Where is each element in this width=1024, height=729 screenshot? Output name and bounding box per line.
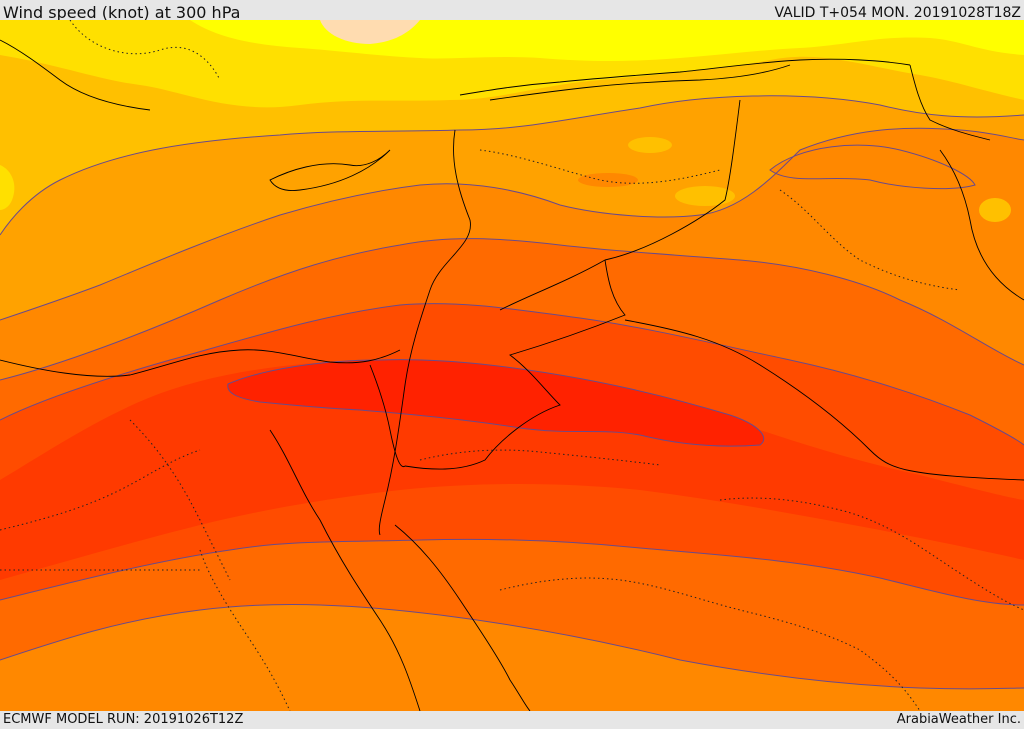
contour-lines bbox=[0, 95, 1024, 690]
country-borders bbox=[369, 64, 1024, 481]
footer-bar: ECMWF MODEL RUN: 20191026T12Z ArabiaWeat… bbox=[0, 711, 1024, 729]
model-run: ECMWF MODEL RUN: 20191026T12Z bbox=[3, 712, 244, 727]
wind-speed-map bbox=[0, 20, 1024, 711]
patch-east-2 bbox=[628, 137, 672, 153]
patch-east-7 bbox=[803, 224, 827, 236]
province-borders bbox=[0, 20, 1024, 711]
map-title: Wind speed (knot) at 300 hPa bbox=[3, 3, 241, 22]
credit-text: ArabiaWeather Inc. bbox=[896, 712, 1021, 727]
header-bar: Wind speed (knot) at 300 hPa VALID T+054… bbox=[0, 0, 1024, 22]
valid-time: VALID T+054 MON. 20191028T18Z bbox=[774, 5, 1021, 21]
pale-patch bbox=[320, 20, 420, 44]
patch-east-3 bbox=[675, 186, 735, 206]
patch-east-4 bbox=[578, 173, 638, 187]
band-red bbox=[0, 360, 1024, 580]
yellow-patch-west bbox=[0, 165, 15, 210]
band-amber bbox=[0, 95, 1024, 320]
band-lower-orange bbox=[0, 604, 1024, 711]
patch-east-6 bbox=[906, 212, 934, 222]
patch-east-1 bbox=[770, 145, 975, 189]
patch-east-5 bbox=[979, 198, 1011, 222]
coastlines bbox=[0, 39, 1024, 711]
band-core bbox=[227, 359, 764, 447]
